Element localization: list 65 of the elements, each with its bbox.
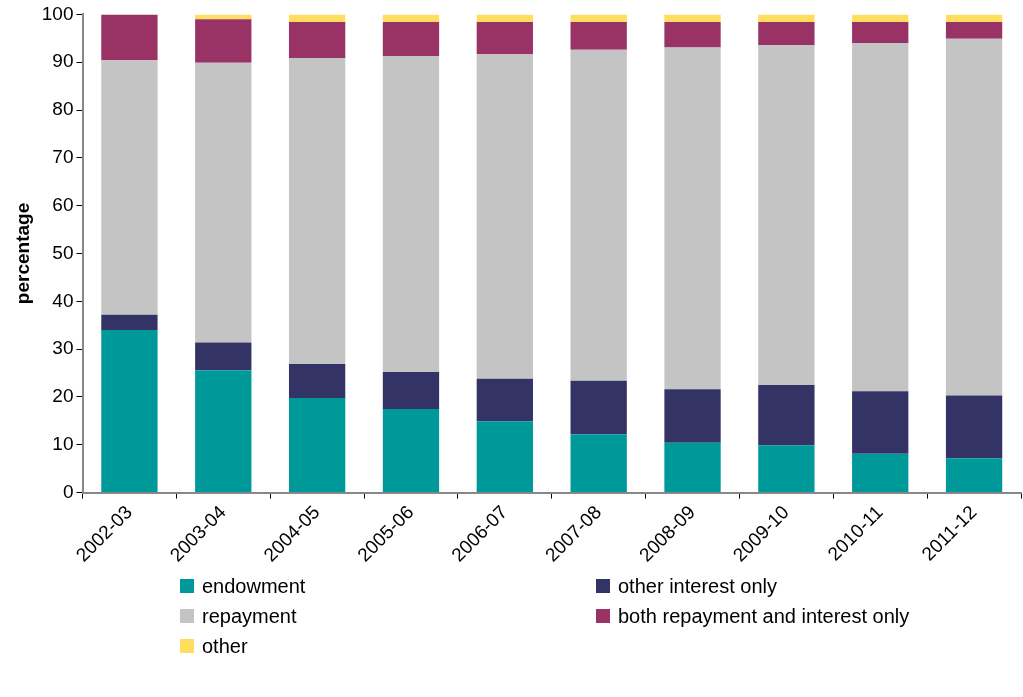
bar (945, 458, 1003, 493)
bar (758, 22, 815, 45)
bar (570, 14, 627, 23)
bar (476, 378, 533, 422)
bar (382, 14, 440, 23)
bar (664, 22, 721, 48)
bar (945, 395, 1003, 459)
bar (101, 329, 158, 493)
y-tick-label: 30 (52, 337, 74, 359)
bar (570, 49, 627, 381)
bar (288, 363, 346, 398)
bar (664, 14, 721, 23)
bar (382, 372, 440, 409)
bar (288, 397, 346, 493)
bar (195, 370, 252, 493)
bar (382, 22, 440, 56)
bar (945, 22, 1003, 39)
bar (664, 47, 721, 390)
bar (101, 14, 158, 61)
bar (852, 22, 909, 44)
bar (570, 434, 627, 493)
bar (945, 14, 1003, 23)
bar (852, 453, 909, 493)
legend-label: endowment (202, 574, 306, 598)
bar (382, 56, 440, 373)
bar (476, 22, 533, 55)
bar (945, 38, 1003, 396)
bar (195, 62, 252, 343)
bar (288, 14, 346, 23)
bar (852, 14, 909, 23)
y-tick-label: 0 (62, 480, 74, 502)
y-tick-label: 60 (52, 193, 74, 215)
y-tick-label: 50 (52, 241, 74, 263)
bar (288, 57, 346, 364)
bar (664, 442, 721, 493)
y-tick-label: 100 (41, 2, 74, 24)
y-tick-label: 10 (52, 432, 74, 454)
legend-label: other interest only (618, 574, 777, 598)
bar (852, 43, 909, 392)
bar (758, 445, 815, 493)
bar (758, 384, 815, 446)
bar (758, 45, 815, 385)
bar (476, 54, 533, 379)
bar (852, 391, 909, 454)
bar (382, 408, 440, 493)
bar (101, 314, 158, 330)
bar (476, 14, 533, 23)
legend-label: other (202, 634, 248, 658)
bar (570, 380, 627, 435)
bar (195, 342, 252, 371)
bar (664, 389, 721, 443)
bar (288, 22, 346, 58)
bar (101, 60, 158, 315)
legend-label: repayment (202, 604, 297, 628)
bar (758, 14, 815, 23)
y-tick-label: 70 (52, 146, 74, 168)
bar (476, 421, 533, 493)
y-tick-label: 40 (52, 289, 74, 311)
y-tick-label: 80 (52, 98, 74, 120)
y-tick-label: 20 (52, 385, 74, 407)
y-axis-title: percentage (11, 202, 33, 305)
legend-label: both repayment and interest only (618, 604, 910, 628)
bar (195, 19, 252, 63)
bar (570, 22, 627, 50)
y-tick-label: 90 (52, 50, 74, 72)
